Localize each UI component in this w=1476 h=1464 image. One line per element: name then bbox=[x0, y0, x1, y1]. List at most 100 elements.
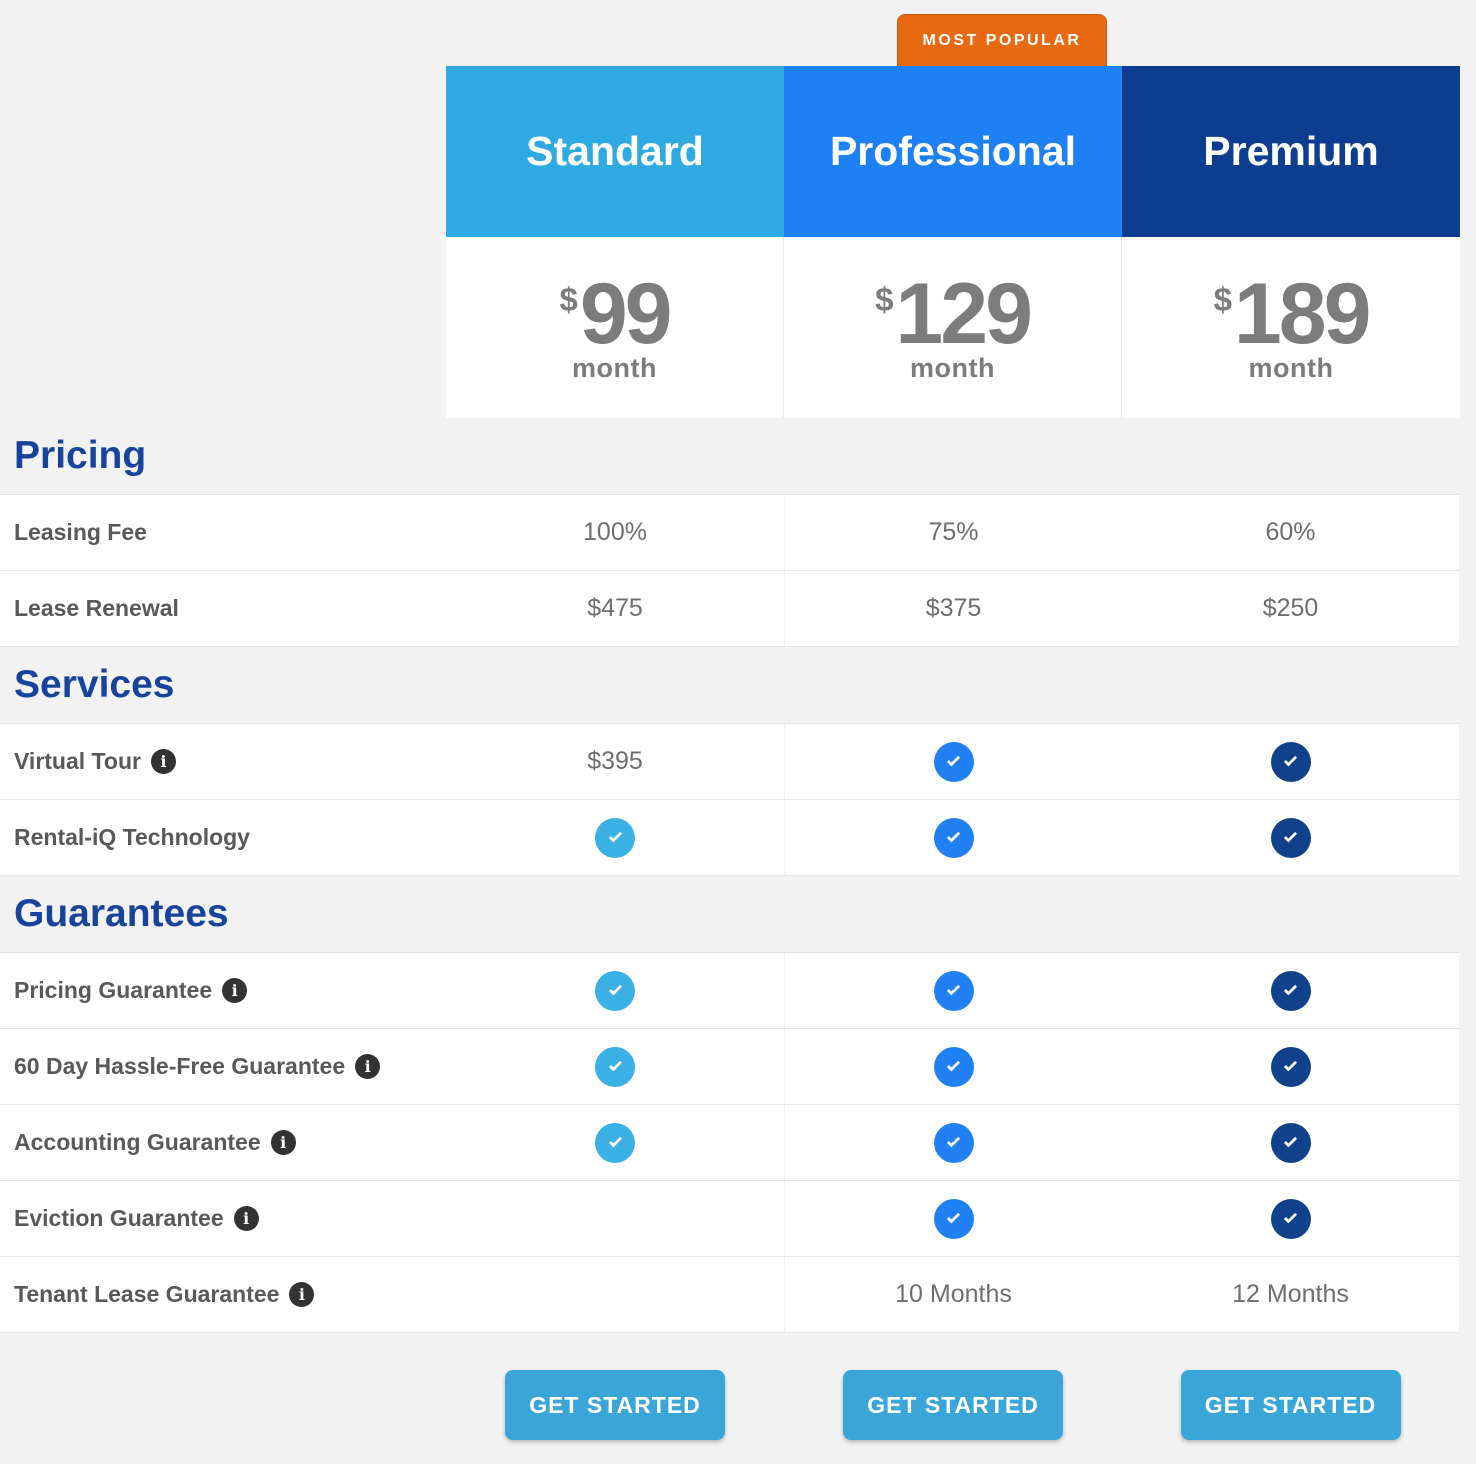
plan-header-standard: Standard bbox=[446, 66, 784, 237]
check-icon bbox=[1270, 817, 1311, 858]
table-row-lease-renewal: Lease Renewal $475 $375 $250 bbox=[0, 571, 1459, 647]
price-amount: 99 bbox=[579, 266, 673, 362]
row-label-cell: Accounting Guarantee i bbox=[0, 1105, 446, 1180]
info-icon[interactable]: i bbox=[289, 1282, 315, 1307]
price-cards: $99 month $129 month $189 month bbox=[446, 237, 1460, 418]
plan-cell-premium: $250 bbox=[1262, 594, 1319, 622]
check-icon bbox=[595, 1122, 635, 1163]
table-row-pricing-guarantee: Pricing Guarantee i bbox=[0, 953, 1459, 1029]
price-period: month bbox=[572, 353, 657, 383]
check-icon bbox=[933, 970, 974, 1011]
plan-cell-standard bbox=[446, 1181, 784, 1256]
info-icon[interactable]: i bbox=[150, 749, 176, 774]
currency-symbol: $ bbox=[1213, 281, 1232, 318]
check-icon bbox=[933, 1046, 974, 1087]
table-row-60-day-hassle-free-guarantee: 60 Day Hassle-Free Guarantee i bbox=[0, 1029, 1459, 1105]
plan-cell-professional: 75% bbox=[784, 495, 1122, 570]
check-icon bbox=[1270, 1198, 1311, 1239]
info-icon[interactable]: i bbox=[355, 1054, 381, 1079]
plan-cell-standard bbox=[446, 1257, 784, 1332]
get-started-button-professional[interactable]: GET STARTED bbox=[843, 1370, 1063, 1440]
comparison-table: Pricing Leasing Fee 100% 75% 60% Lease Renewa… bbox=[0, 418, 1476, 1333]
table-row-rental-iq-technology: Rental-iQ Technology bbox=[0, 800, 1459, 876]
get-started-button-premium[interactable]: GET STARTED bbox=[1180, 1370, 1401, 1440]
footer-row: GET STARTED GET STARTED GET STARTED bbox=[0, 1333, 1459, 1440]
check-icon bbox=[933, 741, 974, 782]
footer-cell-premium: GET STARTED bbox=[1122, 1370, 1459, 1440]
row-label: Rental-iQ Technology bbox=[14, 824, 250, 850]
plan-cell-premium bbox=[1122, 1105, 1459, 1180]
info-icon[interactable]: i bbox=[270, 1130, 296, 1155]
plan-cell-premium bbox=[1122, 953, 1459, 1028]
row-label-cell: Rental-iQ Technology bbox=[0, 800, 446, 875]
row-label: 60 Day Hassle-Free Guarantee bbox=[14, 1053, 346, 1079]
check-icon bbox=[595, 1046, 635, 1087]
plan-cell-standard bbox=[446, 800, 784, 875]
check-icon bbox=[1270, 1046, 1311, 1087]
plan-headers: Standard Professional Premium bbox=[446, 66, 1460, 237]
plan-cell-standard: $395 bbox=[587, 747, 643, 775]
plan-cell-standard bbox=[446, 953, 784, 1028]
plan-cell-professional: 10 Months bbox=[784, 1257, 1122, 1332]
check-icon bbox=[1270, 1122, 1311, 1163]
plan-price: $129 bbox=[875, 266, 1033, 362]
check-icon bbox=[595, 817, 635, 858]
plan-cell-standard: 100% bbox=[583, 518, 647, 546]
plan-price: $189 bbox=[1213, 271, 1372, 357]
row-label-cell: Eviction Guarantee i bbox=[0, 1181, 446, 1256]
plan-cell-standard bbox=[446, 1029, 784, 1104]
plan-cell-professional: $375 bbox=[784, 571, 1122, 646]
plan-cell-premium bbox=[1122, 724, 1459, 799]
info-icon[interactable]: i bbox=[222, 978, 248, 1003]
footer-cell-professional: GET STARTED bbox=[784, 1370, 1122, 1440]
plan-cell-premium: 12 Months bbox=[1232, 1280, 1349, 1308]
row-label: Accounting Guarantee bbox=[14, 1129, 261, 1155]
section-title-guarantees: Guarantees bbox=[0, 876, 1459, 953]
row-label-cell: Tenant Lease Guarantee i bbox=[0, 1257, 446, 1332]
footer-cell-standard: GET STARTED bbox=[446, 1370, 784, 1440]
row-label: Tenant Lease Guarantee bbox=[14, 1281, 280, 1307]
row-label: Leasing Fee bbox=[14, 519, 147, 545]
most-popular-badge: MOST POPULAR bbox=[897, 14, 1107, 66]
table-row-tenant-lease-guarantee: Tenant Lease Guarantee i 10 Months 12 Month… bbox=[0, 1257, 1459, 1333]
plan-header-professional: Professional bbox=[784, 66, 1122, 237]
check-icon bbox=[1270, 741, 1311, 782]
check-icon bbox=[933, 1198, 974, 1239]
row-label-cell: 60 Day Hassle-Free Guarantee i bbox=[0, 1029, 446, 1104]
plan-cell-professional bbox=[784, 1029, 1122, 1104]
plans-header-area: MOST POPULAR Standard Professional Premium… bbox=[0, 0, 1476, 418]
price-card-premium: $189 month bbox=[1122, 237, 1460, 418]
plan-cell-standard: $475 bbox=[587, 594, 643, 622]
price-card-standard: $99 month bbox=[446, 237, 784, 418]
row-label: Lease Renewal bbox=[14, 595, 179, 621]
section-title-services: Services bbox=[0, 647, 1459, 724]
table-row-virtual-tour: Virtual Tour i $395 bbox=[0, 724, 1459, 800]
plan-cell-premium bbox=[1122, 800, 1459, 875]
check-icon bbox=[933, 817, 974, 858]
plan-cell-professional bbox=[784, 800, 1122, 875]
row-label: Eviction Guarantee bbox=[14, 1205, 224, 1231]
check-icon bbox=[1270, 970, 1311, 1011]
price-period: month bbox=[1248, 353, 1334, 383]
row-label-cell: Pricing Guarantee i bbox=[0, 953, 446, 1028]
plan-cell-premium: 60% bbox=[1265, 518, 1316, 546]
table-row-accounting-guarantee: Accounting Guarantee i bbox=[0, 1105, 1459, 1181]
info-icon[interactable]: i bbox=[233, 1206, 259, 1231]
get-started-button-standard[interactable]: GET STARTED bbox=[505, 1370, 725, 1440]
price-card-professional: $129 month bbox=[784, 237, 1122, 418]
section-title-pricing: Pricing bbox=[0, 418, 1459, 495]
currency-symbol: $ bbox=[875, 281, 894, 318]
check-icon bbox=[933, 1122, 974, 1163]
footer-spacer bbox=[0, 1370, 446, 1440]
check-icon bbox=[595, 970, 635, 1011]
plan-cell-professional bbox=[784, 724, 1122, 799]
plan-cell-premium bbox=[1122, 1181, 1459, 1256]
row-label-cell: Virtual Tour i bbox=[0, 724, 446, 799]
row-label-cell: Leasing Fee bbox=[0, 495, 446, 570]
plan-cell-standard bbox=[446, 1105, 784, 1180]
row-label: Pricing Guarantee bbox=[14, 977, 213, 1003]
row-label: Virtual Tour bbox=[14, 748, 141, 774]
plan-cell-professional bbox=[784, 1181, 1122, 1256]
table-row-leasing-fee: Leasing Fee 100% 75% 60% bbox=[0, 495, 1459, 571]
price-amount: 129 bbox=[895, 266, 1032, 362]
